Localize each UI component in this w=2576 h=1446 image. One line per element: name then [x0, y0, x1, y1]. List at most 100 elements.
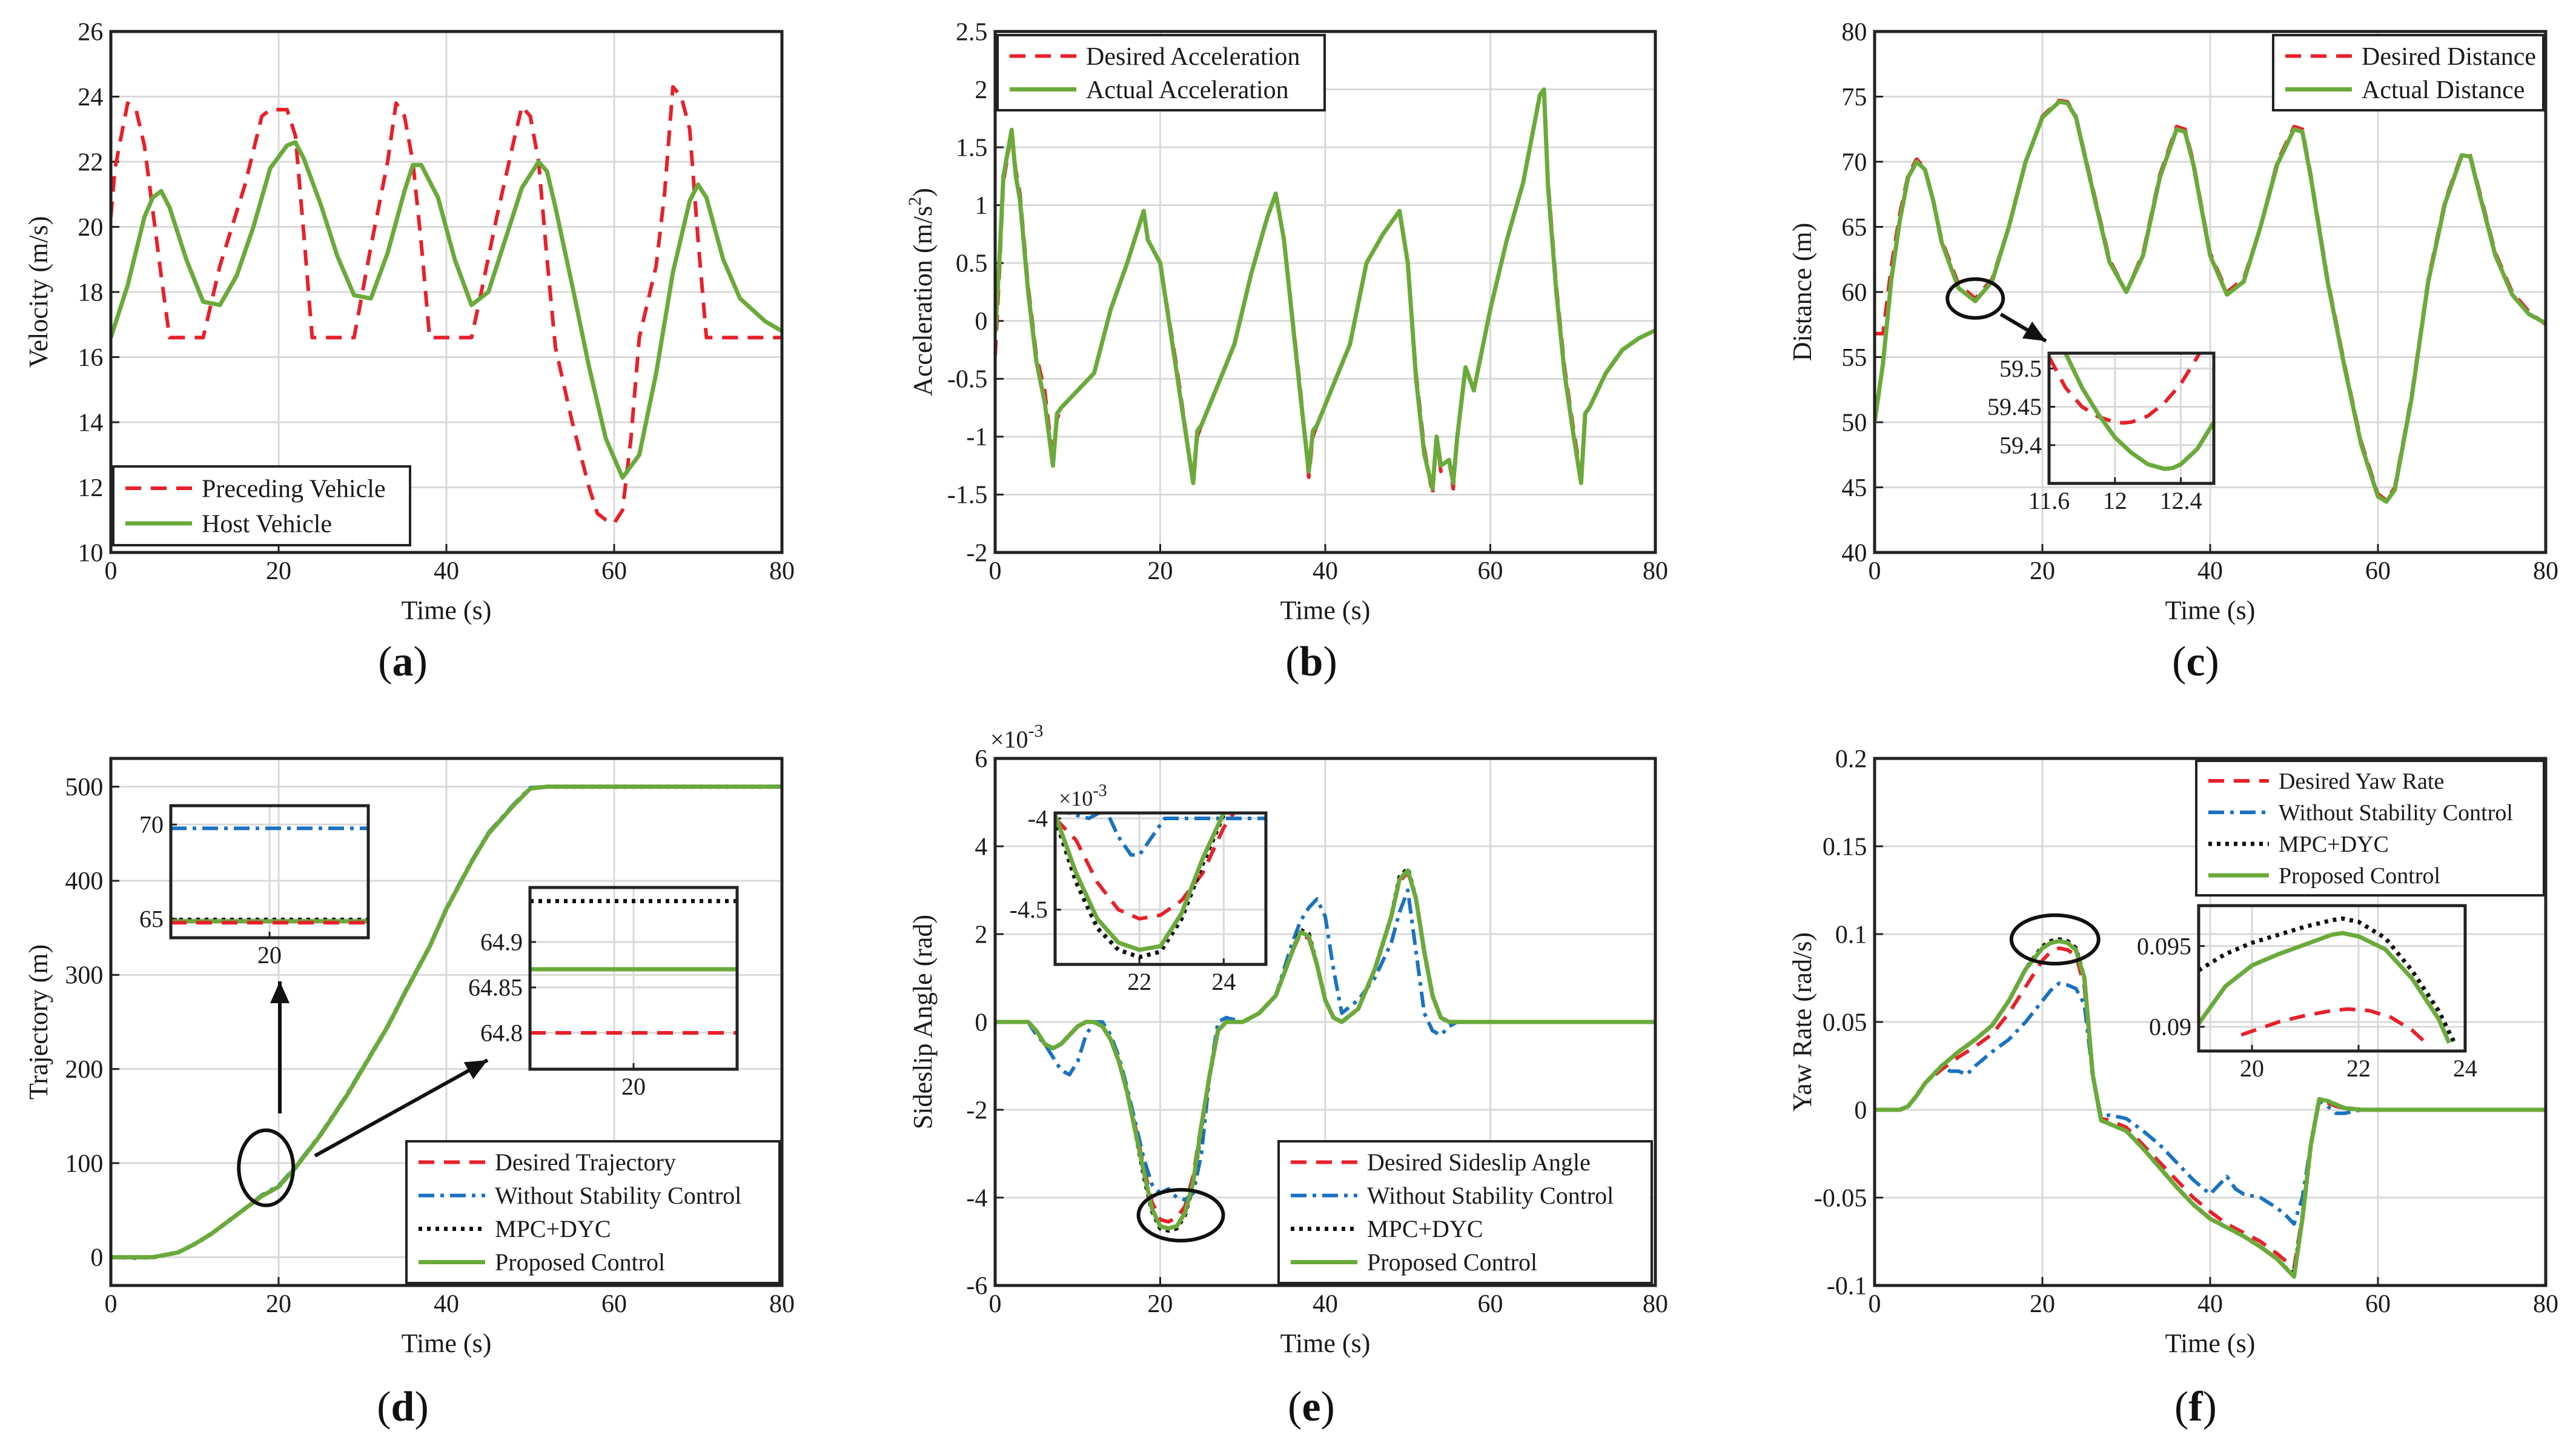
- y-tick-label: 0: [1854, 1096, 1867, 1124]
- legend-box: [112, 465, 411, 546]
- y-tick-label: 0.15: [1823, 833, 1867, 861]
- y-tick-label: -1.5: [947, 482, 988, 509]
- axes-frame: [993, 30, 1657, 554]
- y-tick-label: 20: [78, 214, 103, 242]
- e-line-without-stability-control: [995, 888, 1655, 1202]
- chart-c: 0 20 40 60 80 40 45 50 55 60 65 70 75 80 Time (s) Dista…: [1787, 18, 2558, 625]
- x-tick-label: 0: [105, 557, 118, 585]
- y-tick-label: 64.9: [480, 929, 523, 956]
- f-line-proposed-control: [1875, 939, 2546, 1279]
- legend-label: Desired Yaw Rate: [2279, 769, 2444, 794]
- y-tick-label: -1: [966, 423, 987, 451]
- y-tick-label: 6: [975, 745, 987, 773]
- y-axis-label: Velocity (m/s): [24, 216, 53, 368]
- y-tick-label: 2: [975, 76, 987, 104]
- chart-f: 0 20 40 60 80 -0.1 -0.05 0 0.05 0.1 0.15 0.2 Time (s…: [1787, 745, 2558, 1358]
- inset-exponent-label: ×10-3: [1059, 781, 1107, 811]
- y-tick-label: 80: [1841, 18, 1867, 46]
- x-tick-label: 20: [2240, 1055, 2264, 1082]
- x-tick-label: 40: [434, 557, 459, 585]
- b-series-group: [995, 87, 1655, 497]
- y-tick-label: -0.5: [947, 366, 988, 394]
- x-tick-label: 60: [601, 557, 627, 585]
- legend-box: [2195, 760, 2545, 897]
- y-tick-label: 2: [975, 921, 987, 949]
- a-line-host-vehicle: [111, 140, 782, 480]
- y-axis-label: Acceleration (m/s2): [905, 188, 938, 396]
- axes-frame: [1873, 30, 2548, 554]
- panel-letter-b: (b): [1285, 638, 1337, 685]
- y-tick-label: 70: [1841, 148, 1867, 176]
- chart-a: 0 20 40 60 80 10 12 14 16 18 20 22 24 26 Time (s) Veloc…: [24, 18, 795, 625]
- legend-box: [405, 1140, 781, 1284]
- y-tick-label: 64.8: [480, 1020, 523, 1047]
- y-tick-label: 0.5: [956, 250, 988, 278]
- y-tick-label: 400: [65, 867, 103, 895]
- panel-letter-f: (f): [2174, 1384, 2217, 1430]
- y-tick-label: 65: [139, 905, 164, 932]
- x-axis-label: Time (s): [2165, 1328, 2256, 1358]
- f-series-group: [1875, 937, 2546, 1279]
- legend-b: Desired Acceleration Actual Acceleration: [996, 34, 1326, 111]
- y-tick-label: -0.05: [1814, 1184, 1867, 1212]
- x-tick-label: 0: [989, 557, 1002, 585]
- legend-label: Without Stability Control: [1367, 1182, 1614, 1209]
- y-tick-label: 500: [65, 774, 103, 801]
- x-axis-label: Time (s): [1280, 1328, 1371, 1358]
- f-zoom-ellipse: [2009, 913, 2101, 966]
- x-axis-label: Time (s): [402, 595, 492, 625]
- x-tick-label: 60: [2365, 557, 2391, 585]
- legend-label: Actual Acceleration: [1086, 76, 1289, 104]
- y-tick-label: 40: [1841, 539, 1867, 567]
- f-inset-line-desired-yaw-rate: [2240, 1007, 2429, 1046]
- axes-frame: [169, 804, 370, 940]
- y-tick-label: -6: [966, 1272, 987, 1300]
- x-tick-label: 20: [2030, 557, 2055, 585]
- y-tick-label: 16: [78, 344, 103, 372]
- y-tick-label: 59.5: [1999, 355, 2042, 382]
- e-inset-line-desired-sideslip-angle: [1055, 813, 1236, 921]
- x-tick-label: 80: [2533, 557, 2558, 585]
- x-tick-label: 40: [2197, 557, 2223, 585]
- x-tick-label: 60: [601, 1290, 627, 1318]
- legend-label: Desired Trajectory: [495, 1149, 676, 1176]
- chart-e-inset: 22 24 -4.5 -4 ×10-3: [1010, 781, 1268, 995]
- x-tick-label: 0: [105, 1290, 118, 1318]
- legend-label: MPC+DYC: [1367, 1215, 1483, 1242]
- d-series-group: [111, 784, 782, 1260]
- a-series-group: [111, 85, 782, 525]
- legend-label: Proposed Control: [495, 1249, 665, 1276]
- y-tick-label: 2.5: [956, 18, 988, 46]
- legend-label: Without Stability Control: [2279, 800, 2513, 826]
- y-tick-label: 300: [65, 962, 103, 990]
- y-tick-label: 0.2: [1835, 745, 1867, 773]
- legend-label: MPC+DYC: [2279, 832, 2389, 857]
- x-tick-label: 20: [1148, 557, 1173, 585]
- x-tick-label: 80: [769, 1290, 795, 1318]
- f-inset-series-group: [2199, 916, 2457, 1046]
- e-zoom-ellipse: [1136, 1188, 1225, 1242]
- y-tick-label: 55: [1841, 344, 1867, 372]
- legend-f: Desired Yaw Rate Without Stability Contro…: [2195, 760, 2545, 897]
- c-series-group: [1875, 98, 2546, 504]
- x-tick-label: 80: [1643, 1290, 1668, 1318]
- y-tick-label: 64.85: [468, 974, 523, 1001]
- y-tick-label: 0: [975, 308, 987, 336]
- y-tick-label: 70: [139, 811, 164, 838]
- chart-d: 0 20 40 60 80 0 100 200 300 400 500 Time (s) Traject…: [24, 757, 795, 1358]
- legend-label: MPC+DYC: [495, 1215, 611, 1242]
- chart-d-inset1: 20 65 70: [139, 804, 370, 969]
- c-inset-line-actual-distance: [2063, 353, 2214, 471]
- chart-d-inset2: 20 64.8 64.85 64.9: [468, 886, 739, 1100]
- e-inset-series-group: [1055, 813, 1266, 960]
- x-tick-label: 11.6: [2028, 487, 2070, 514]
- axes-frame: [109, 30, 784, 554]
- x-tick-label: 24: [2453, 1055, 2477, 1082]
- x-tick-label: 22: [1127, 968, 1151, 995]
- d-zoom-ellipse: [237, 1128, 296, 1207]
- y-tick-label: 59.45: [1987, 393, 2042, 420]
- x-tick-label: 40: [1313, 557, 1338, 585]
- f-inset-line-proposed-control: [2199, 930, 2451, 1044]
